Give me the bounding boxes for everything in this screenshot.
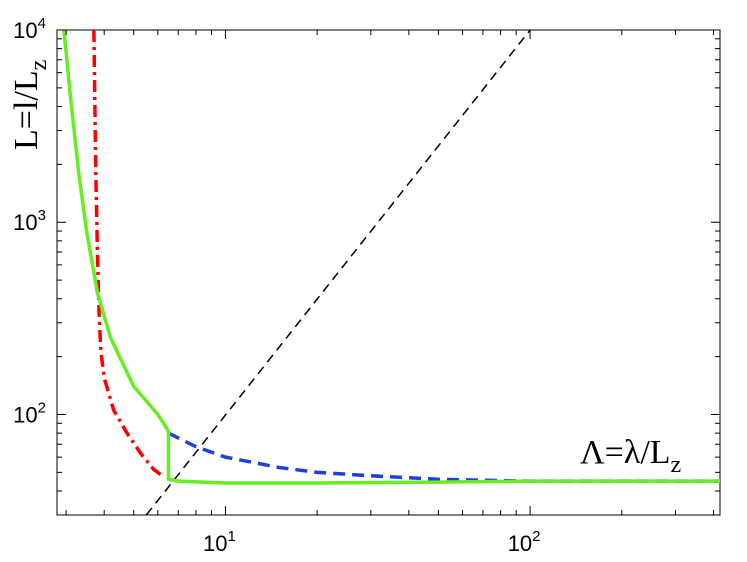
y-axis-title-main: L=l/L <box>8 70 45 150</box>
series-line-red-dashdot <box>92 30 164 478</box>
x-axis-title-sub: z <box>671 452 682 478</box>
x-tick-label-base: 10 <box>508 531 532 556</box>
y-axis-title-sub: z <box>26 60 52 71</box>
y-tick-label: 104 <box>13 15 46 43</box>
x-tick-label-exponent: 2 <box>532 528 540 545</box>
y-tick-label-base: 10 <box>13 210 37 235</box>
x-tick-label-exponent: 1 <box>228 528 236 545</box>
x-tick-label-base: 10 <box>203 531 227 556</box>
y-axis-title: L=l/Lz <box>8 60 52 150</box>
x-axis-title: Λ=λ/Lz <box>580 434 681 478</box>
y-tick-label-base: 10 <box>13 18 37 43</box>
ticks-layer <box>57 29 720 516</box>
plot-area <box>56 29 721 516</box>
series-line-green-solid <box>62 30 720 485</box>
y-tick-label-exponent: 4 <box>38 15 46 32</box>
y-tick-label-base: 10 <box>13 402 37 427</box>
series-line-black-dashed <box>145 30 531 515</box>
x-tick-label: 101 <box>203 528 236 556</box>
series-line-blue-dashed <box>167 431 720 483</box>
y-tick-label-exponent: 3 <box>38 207 46 224</box>
series-layer <box>62 30 720 515</box>
y-tick-label: 103 <box>13 207 46 235</box>
y-tick-label-exponent: 2 <box>38 399 46 416</box>
axes-frame <box>56 29 721 516</box>
x-axis-title-main: Λ=λ/L <box>580 434 671 471</box>
y-tick-label: 102 <box>13 399 46 427</box>
x-tick-label: 102 <box>508 528 541 556</box>
